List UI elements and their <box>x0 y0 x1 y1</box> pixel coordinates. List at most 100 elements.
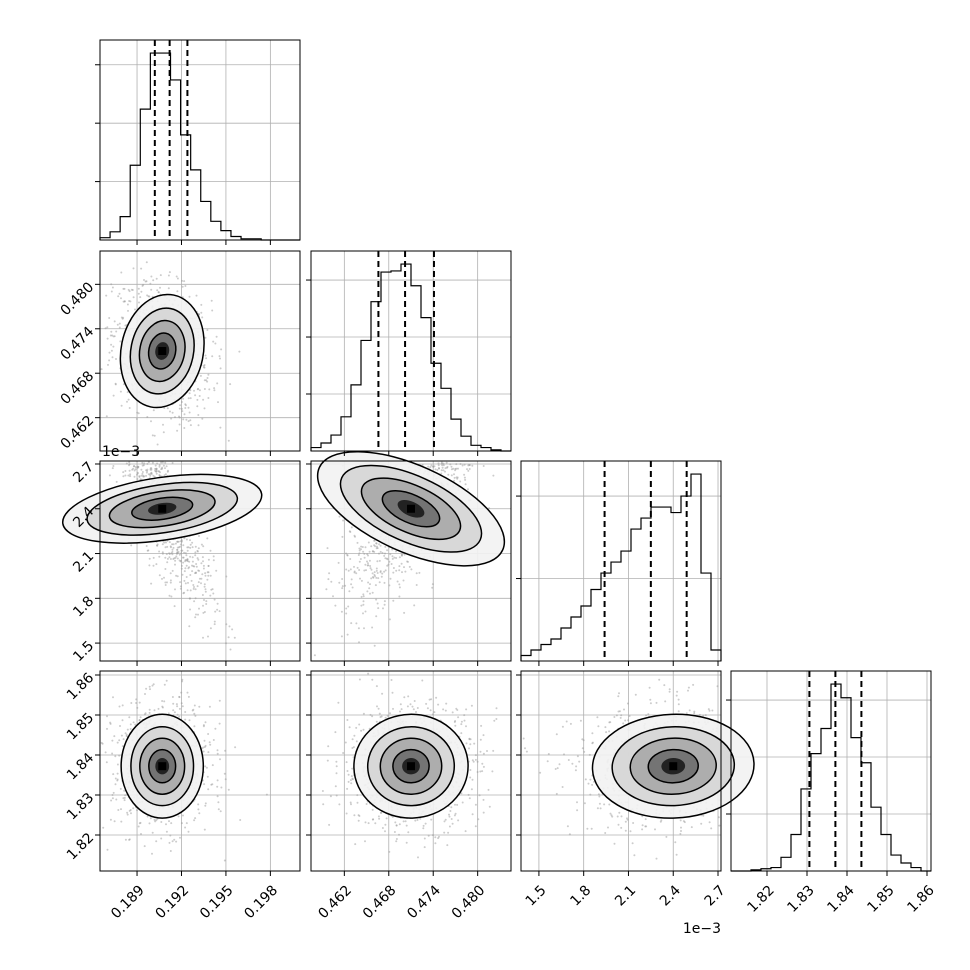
sample-point <box>373 539 376 542</box>
sample-point <box>207 751 210 754</box>
sample-point <box>122 316 125 319</box>
sample-point <box>175 555 178 558</box>
sample-point <box>445 461 448 464</box>
sample-point <box>649 702 652 705</box>
sample-point <box>168 553 171 555</box>
sample-point <box>196 557 199 560</box>
sample-point <box>126 728 129 731</box>
sample-point <box>381 551 384 554</box>
sample-point <box>402 820 405 823</box>
sample-point <box>421 679 424 682</box>
sample-point <box>134 468 137 471</box>
sample-point <box>178 553 181 556</box>
sample-point <box>194 588 197 591</box>
sample-point <box>214 610 217 613</box>
sample-point <box>457 819 460 822</box>
sample-point <box>191 541 194 544</box>
sample-point <box>615 714 618 717</box>
sample-point <box>108 359 111 362</box>
sample-point <box>441 466 444 469</box>
sample-point <box>186 549 189 552</box>
sample-point <box>427 465 430 468</box>
sample-point <box>211 355 214 358</box>
sample-point <box>613 842 616 845</box>
sample-point <box>452 467 455 470</box>
sample-point <box>718 824 721 827</box>
sample-point <box>469 776 472 779</box>
sample-point <box>414 819 417 822</box>
sample-point <box>321 790 324 792</box>
sample-point <box>218 699 221 702</box>
sample-point <box>395 557 398 559</box>
sample-point <box>409 703 412 706</box>
sample-point <box>216 602 219 605</box>
sample-point <box>171 569 174 572</box>
sample-point <box>118 754 121 757</box>
sample-point <box>474 803 477 806</box>
sample-point <box>128 290 131 293</box>
sample-point <box>189 546 192 549</box>
sample-point <box>117 809 120 811</box>
sample-point <box>123 799 126 802</box>
sample-point <box>136 411 139 414</box>
sample-point <box>453 476 456 479</box>
sample-point <box>365 803 368 805</box>
sample-point <box>349 801 352 804</box>
sample-point <box>165 830 168 833</box>
gridlines-3-3 <box>731 671 931 871</box>
sample-point <box>168 556 171 559</box>
sample-point <box>157 707 160 710</box>
sample-point <box>346 787 349 790</box>
sample-point <box>353 734 356 737</box>
sample-point <box>627 719 630 722</box>
sample-point <box>176 429 179 432</box>
sample-point <box>665 835 668 838</box>
sample-point <box>441 464 444 467</box>
sample-point <box>379 544 382 547</box>
sample-point <box>360 548 362 551</box>
sample-point <box>378 581 381 584</box>
sample-point <box>434 842 437 845</box>
sample-point <box>415 572 418 575</box>
sample-point <box>202 604 204 607</box>
sample-point <box>435 696 438 699</box>
sample-point <box>193 586 195 588</box>
sample-point <box>341 587 344 590</box>
sample-point <box>202 636 204 639</box>
sample-point <box>106 326 109 329</box>
sample-point <box>399 710 401 713</box>
sample-point <box>143 475 146 478</box>
sample-point <box>198 577 201 580</box>
sample-point <box>184 285 187 287</box>
sample-point <box>447 831 450 834</box>
sample-point <box>184 582 187 585</box>
sample-point <box>373 571 376 574</box>
sample-point <box>375 685 378 688</box>
sample-point <box>169 558 172 560</box>
sample-point <box>465 708 468 711</box>
sample-point <box>346 554 349 557</box>
sample-point <box>353 534 356 537</box>
sample-point <box>431 583 434 586</box>
sample-point <box>620 826 623 829</box>
sample-point <box>113 320 116 323</box>
sample-point <box>371 626 374 629</box>
sample-point <box>344 584 347 587</box>
sample-point <box>118 322 121 325</box>
sample-point <box>437 464 440 467</box>
sample-point <box>155 277 158 280</box>
sample-point <box>522 737 525 740</box>
sample-point <box>576 801 578 804</box>
sample-point <box>675 694 678 697</box>
sample-point <box>617 823 620 826</box>
sample-point <box>174 542 177 545</box>
sample-point <box>194 572 196 575</box>
sample-point <box>362 593 365 596</box>
sample-point <box>146 815 149 818</box>
sample-point <box>486 750 488 752</box>
sample-point <box>472 760 475 763</box>
sample-point <box>147 549 150 552</box>
sample-point <box>431 834 434 837</box>
sample-point <box>202 560 204 563</box>
sample-point <box>184 407 187 409</box>
